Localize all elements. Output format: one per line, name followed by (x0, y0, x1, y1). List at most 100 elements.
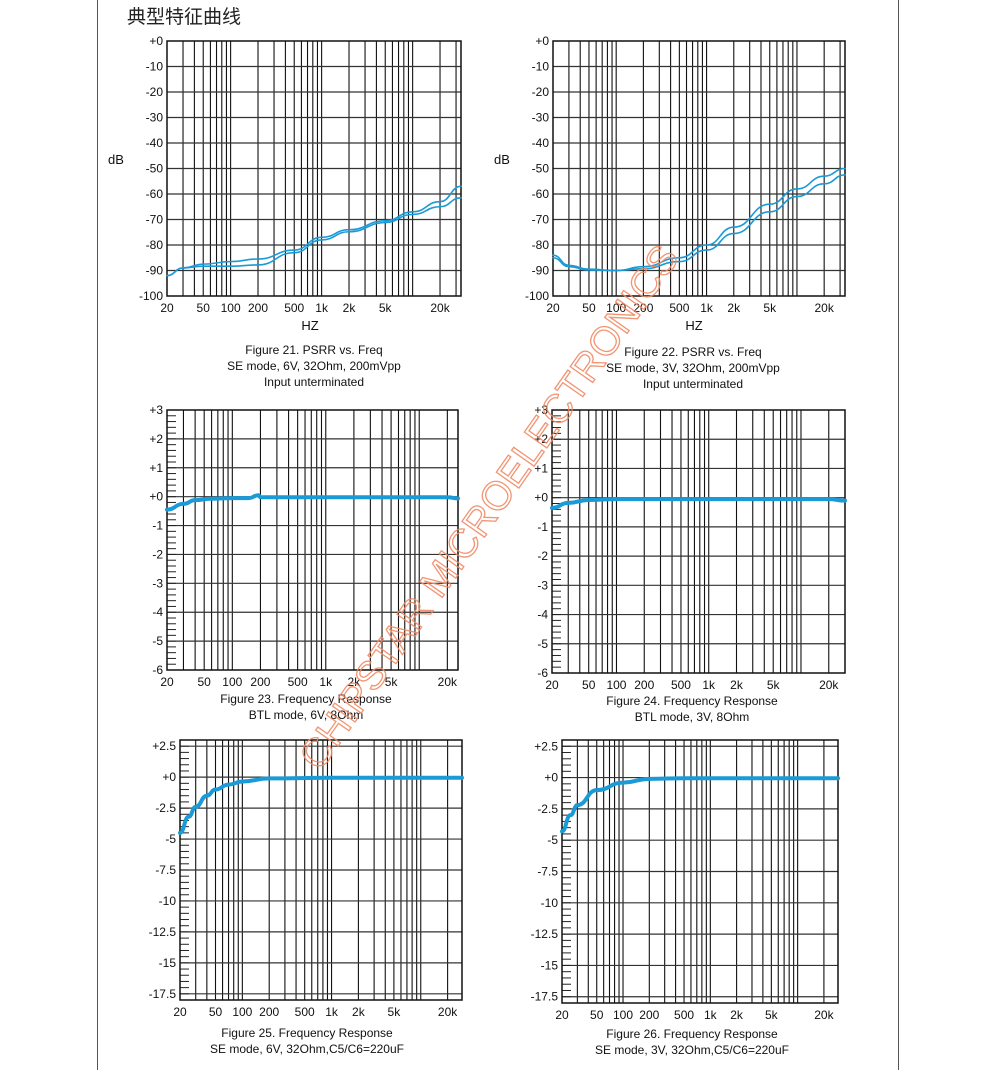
y-tick-label: -1 (537, 520, 548, 534)
x-tick-label: 500 (288, 675, 308, 689)
plot-frame (561, 739, 839, 1004)
x-tick-label: 2k (730, 1008, 744, 1022)
y-tick-label: +0 (535, 34, 549, 48)
y-tick-label: -1 (152, 519, 163, 533)
figure-caption: Input unterminated (264, 375, 364, 389)
y-tick-label: -17.5 (149, 987, 177, 1001)
y-tick-label: -10 (159, 894, 177, 908)
y-tick-label: -5 (537, 637, 548, 651)
y-tick-label: +3 (534, 403, 548, 417)
x-tick-label: 5k (767, 678, 781, 692)
x-tick-label: 200 (248, 301, 268, 315)
y-tick-label: -7.5 (155, 863, 176, 877)
chart-fig23: +3 +2 +1 +0 -1 -2 -3 -4 -5 -620 50 100 200 500 1k 2k 5k 2… (149, 403, 460, 722)
y-tick-label: -80 (146, 238, 164, 252)
y-tick-label: +0 (149, 34, 163, 48)
x-tick-label: 20k (430, 301, 450, 315)
x-tick-label: 1k (315, 301, 329, 315)
y-tick-label: -3 (152, 576, 163, 590)
x-tick-label: 500 (669, 301, 689, 315)
x-axis-label: HZ (685, 318, 702, 333)
x-tick-label: 20 (160, 301, 174, 315)
y-tick-label: -3 (537, 578, 548, 592)
x-tick-label: 20k (814, 301, 834, 315)
x-tick-label: 500 (674, 1008, 694, 1022)
y-tick-label: -2 (537, 549, 548, 563)
figure-caption: SE mode, 3V, 32Ohm, 200mVpp (606, 361, 780, 375)
figure-caption: Figure 25. Frequency Response (221, 1026, 393, 1040)
x-tick-label: 20 (160, 675, 174, 689)
x-tick-label: 200 (250, 675, 270, 689)
y-tick-label: -50 (532, 162, 550, 176)
y-tick-label: -10 (532, 60, 550, 74)
x-tick-label: 20k (814, 1008, 834, 1022)
y-tick-label: -70 (532, 213, 550, 227)
y-axis-label: dB (108, 152, 124, 167)
y-tick-label: -5 (152, 634, 163, 648)
page-right-border (898, 0, 899, 1070)
x-tick-label: 5k (763, 301, 777, 315)
x-tick-label: 50 (197, 301, 211, 315)
y-tick-label: -15 (159, 956, 177, 970)
x-tick-label: 100 (606, 678, 626, 692)
y-axis-label: dB (494, 152, 510, 167)
x-tick-label: 1k (704, 1008, 718, 1022)
x-tick-label: 2k (730, 678, 744, 692)
x-tick-label: 2k (343, 301, 357, 315)
figure-caption: Figure 24. Frequency Response (606, 694, 778, 708)
y-tick-label: -40 (532, 136, 550, 150)
y-tick-label: -100 (139, 289, 163, 303)
plot-frame (166, 409, 459, 671)
figure-caption: SE mode, 6V, 32Ohm, 200mVpp (227, 359, 401, 373)
x-tick-label: 1k (325, 1005, 339, 1019)
y-tick-label: -20 (146, 85, 164, 99)
y-tick-label: -10 (146, 60, 164, 74)
y-tick-label: -17.5 (531, 990, 559, 1004)
x-tick-label: 20 (545, 678, 559, 692)
x-tick-label: 50 (582, 678, 596, 692)
chart-fig26: +2.5 +0 -2.5 -5 -7.5 -10 -12.5 -15 -17.5 20 50 100 2… (531, 739, 840, 1057)
y-tick-label: -90 (532, 264, 550, 278)
section-title: 典型特征曲线 (127, 6, 242, 28)
x-axis-label: HZ (301, 318, 318, 333)
y-tick-label: -12.5 (149, 925, 177, 939)
x-tick-label: 200 (259, 1005, 279, 1019)
y-tick-label: -2.5 (155, 801, 176, 815)
x-tick-label: 20 (555, 1008, 569, 1022)
x-tick-label: 20k (438, 675, 458, 689)
x-tick-label: 20k (819, 678, 839, 692)
y-tick-label: -15 (541, 958, 559, 972)
figure-caption: Input unterminated (643, 377, 743, 391)
figure-caption: BTL mode, 6V, 8Ohm (249, 708, 364, 722)
x-tick-label: 5k (379, 301, 393, 315)
series-line-curve-b (166, 197, 462, 277)
x-tick-label: 2k (352, 1005, 366, 1019)
plot-frame (551, 409, 846, 674)
x-tick-label: 5k (385, 675, 399, 689)
y-tick-label: -70 (146, 213, 164, 227)
series-line-curve-b (552, 174, 846, 272)
y-tick-label: -60 (532, 187, 550, 201)
y-tick-label: -2 (152, 547, 163, 561)
x-tick-label: 500 (284, 301, 304, 315)
y-tick-label: -60 (146, 187, 164, 201)
x-tick-label: 500 (295, 1005, 315, 1019)
series-line-response (550, 497, 847, 510)
y-tick-label: -12.5 (531, 927, 559, 941)
y-tick-label: -30 (532, 111, 550, 125)
figure-caption: SE mode, 3V, 32Ohm,C5/C6=220uF (595, 1043, 789, 1057)
page-left-border (97, 0, 98, 1070)
y-tick-label: -5 (547, 833, 558, 847)
x-tick-label: 20k (438, 1005, 458, 1019)
y-tick-label: +2.5 (152, 739, 176, 753)
x-tick-label: 100 (606, 301, 626, 315)
y-tick-label: +1 (534, 461, 548, 475)
y-tick-label: -6 (152, 663, 163, 677)
y-tick-label: -90 (146, 264, 164, 278)
x-tick-label: 200 (634, 678, 654, 692)
figure-caption: SE mode, 6V, 32Ohm,C5/C6=220uF (210, 1042, 404, 1056)
series-line-response (560, 776, 840, 834)
figure-caption: Figure 22. PSRR vs. Freq (624, 345, 761, 359)
y-tick-label: -80 (532, 238, 550, 252)
